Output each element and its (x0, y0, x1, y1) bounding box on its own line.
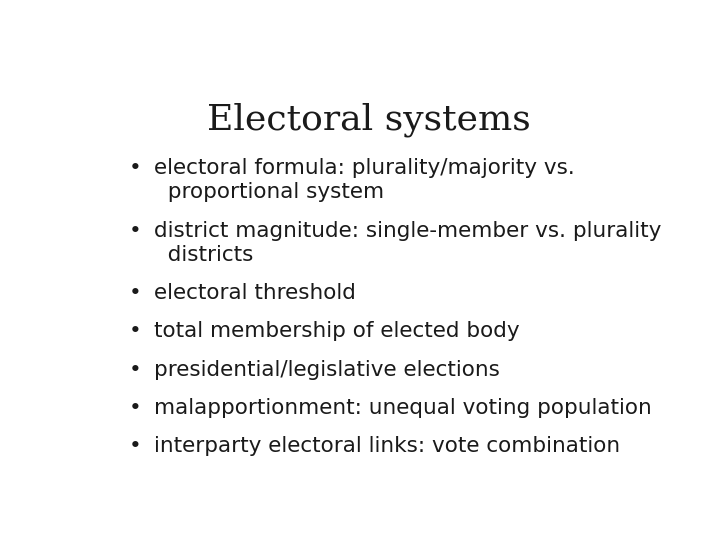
Text: •: • (129, 158, 142, 178)
Text: interparty electoral links: vote combination: interparty electoral links: vote combina… (154, 436, 621, 456)
Text: Electoral systems: Electoral systems (207, 102, 531, 137)
Text: electoral formula: plurality/majority vs.
  proportional system: electoral formula: plurality/majority vs… (154, 158, 575, 202)
Text: •: • (129, 436, 142, 456)
Text: •: • (129, 283, 142, 303)
Text: electoral threshold: electoral threshold (154, 283, 356, 303)
Text: malapportionment: unequal voting population: malapportionment: unequal voting populat… (154, 398, 652, 418)
Text: district magnitude: single-member vs. plurality
  districts: district magnitude: single-member vs. pl… (154, 221, 662, 265)
Text: •: • (129, 360, 142, 380)
Text: presidential/legislative elections: presidential/legislative elections (154, 360, 500, 380)
Text: •: • (129, 398, 142, 418)
Text: •: • (129, 221, 142, 241)
Text: total membership of elected body: total membership of elected body (154, 321, 520, 341)
Text: •: • (129, 321, 142, 341)
